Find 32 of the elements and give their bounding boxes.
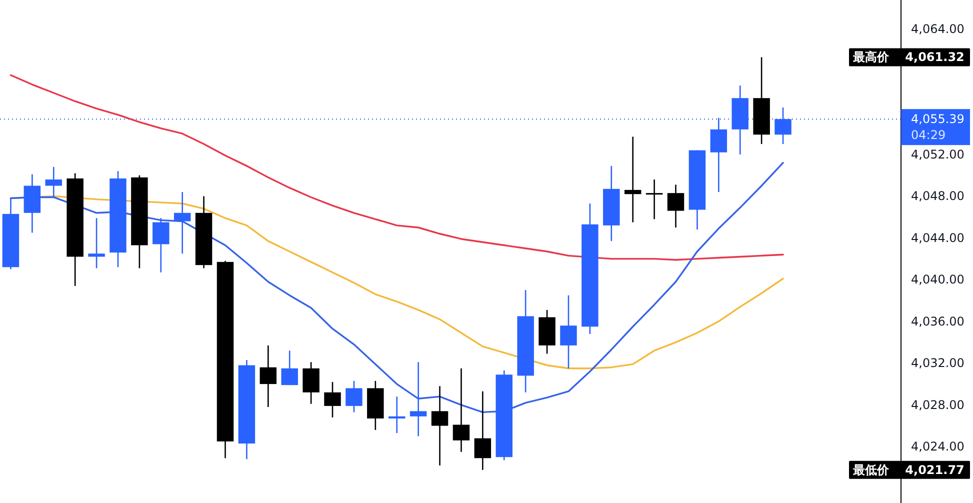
line-series [10, 74, 784, 261]
y-tick-label: 4,052.00 [911, 147, 964, 162]
y-tick-label: 4,036.00 [911, 314, 964, 328]
candlestick [302, 361, 320, 405]
candlestick [281, 350, 298, 386]
candlestick [45, 166, 62, 198]
candlestick [560, 294, 577, 370]
ref-line-label: 4,055.39 04:29 [911, 112, 968, 142]
y-tick-label: 4,044.00 [911, 230, 964, 245]
y-tick-label: 4,024.00 [911, 440, 964, 454]
candlestick [324, 381, 341, 418]
candlestick [474, 390, 492, 471]
line-series [10, 162, 784, 414]
candlestick [646, 178, 663, 220]
y-tick-label: 4,048.00 [911, 189, 964, 204]
candlestick [452, 368, 470, 453]
candlestick [152, 217, 170, 274]
candlestick [388, 396, 406, 434]
candlestick [410, 361, 427, 437]
candlestick [624, 136, 642, 223]
y-tick-label: 4,032.00 [911, 356, 964, 370]
candlestick [174, 191, 191, 254]
candlestick [431, 385, 448, 466]
annotation: 最低价 4,021.77 [852, 462, 964, 477]
candlestick [260, 344, 277, 408]
y-tick-label: 4,040.00 [911, 272, 964, 287]
candlestick [346, 380, 362, 413]
y-tick-label: 4,028.00 [911, 398, 964, 412]
candlestick [88, 217, 105, 269]
y-tick-label: 4,064.00 [911, 22, 964, 36]
annotation: 最高价 4,061.32 [852, 50, 964, 64]
candlestick [667, 184, 684, 228]
